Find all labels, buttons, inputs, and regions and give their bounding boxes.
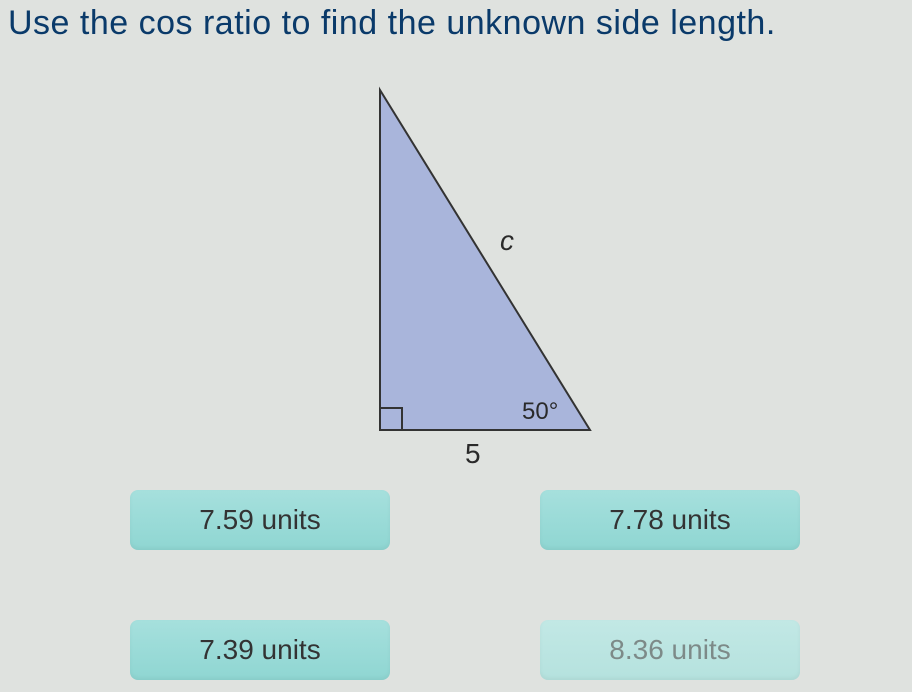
- base-label: 5: [465, 438, 481, 470]
- angle-label: 50°: [522, 398, 558, 426]
- answer-option-2[interactable]: 7.78 units: [540, 490, 800, 550]
- triangle-svg: [300, 70, 620, 470]
- answer-option-4[interactable]: 8.36 units: [540, 620, 800, 680]
- hypotenuse-label: c: [500, 225, 514, 257]
- answer-option-1[interactable]: 7.59 units: [130, 490, 390, 550]
- question-prompt: Use the cos ratio to find the unknown si…: [8, 4, 776, 43]
- answer-option-3[interactable]: 7.39 units: [130, 620, 390, 680]
- triangle-figure: c 50° 5: [300, 70, 620, 460]
- triangle-shape: [380, 90, 590, 430]
